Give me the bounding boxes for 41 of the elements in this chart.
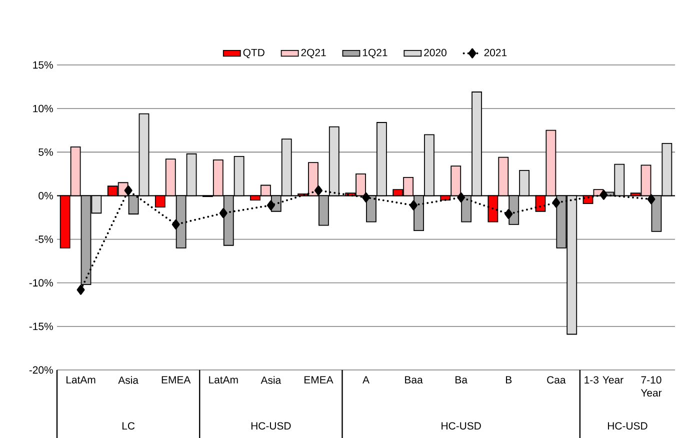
legend-label: 2Q21 (301, 48, 326, 58)
y-tick-label: -20% (29, 366, 53, 374)
x-tick-label: EMEA (162, 376, 191, 384)
legend-label: 1Q21 (362, 48, 388, 58)
point (647, 194, 656, 204)
legend-label: QTD (243, 48, 264, 58)
y-tick-label: -5% (35, 236, 53, 243)
point (552, 198, 560, 208)
y-tick-label: 10% (33, 104, 53, 112)
text: HC-USD (608, 422, 648, 430)
point (219, 208, 228, 218)
x-tick-label: EMEA (304, 376, 334, 384)
x-tick-label: B (506, 376, 512, 384)
x-tick-label: LatAm (209, 376, 238, 384)
x-tick-label: Asia (260, 376, 282, 384)
point (600, 190, 608, 200)
y-tick-label: -10% (29, 279, 53, 287)
x-tick-label: 7-10 Year (640, 376, 662, 397)
x-tick-label: Ba (456, 376, 468, 384)
point (457, 192, 466, 202)
x-tick-label: Asia (118, 376, 138, 384)
point (172, 219, 180, 230)
x-tick-label: Baa (405, 376, 423, 384)
text: LC (122, 422, 135, 430)
x-tick-label: Caa (547, 376, 566, 384)
point (504, 209, 513, 219)
legend-label: 2020 (424, 48, 446, 56)
point (362, 192, 370, 202)
point (76, 284, 85, 295)
y-tick-label: 15% (33, 61, 53, 69)
y-tick-label: 0% (38, 192, 53, 200)
x-tick-label: LatAm (66, 376, 96, 384)
y-tick-label: -15% (29, 322, 53, 330)
point (410, 200, 418, 210)
point (314, 185, 322, 196)
text: HC-USD (442, 422, 481, 430)
x-tick-label: A (362, 376, 370, 384)
text: HC-USD (251, 422, 291, 430)
y-tick-label: 5% (38, 148, 53, 156)
legend-label: 2021 (484, 48, 507, 56)
x-tick-label: 1-3 Year (584, 376, 624, 384)
